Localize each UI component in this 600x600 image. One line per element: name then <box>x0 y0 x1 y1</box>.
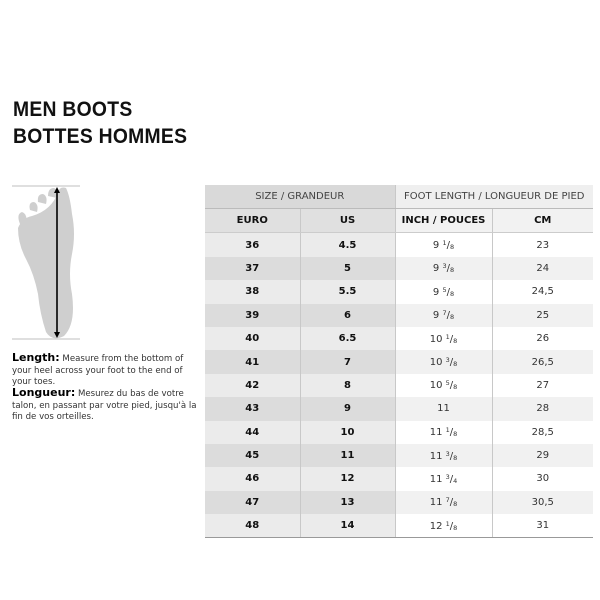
euro-size: 37 <box>205 256 301 281</box>
us-size: 8 <box>300 373 396 398</box>
inch-length: 11 1/8 <box>395 420 493 444</box>
inch-length: 11 3/8 <box>395 443 493 468</box>
euro-size: 36 <box>205 232 301 257</box>
euro-size: 38 <box>205 280 301 304</box>
inch-length: 10 5/8 <box>395 373 493 398</box>
inch-length: 9 3/8 <box>395 256 493 281</box>
cm-length: 27 <box>492 373 593 398</box>
table-row: 47 13 11 7/8 30,5 <box>205 490 593 515</box>
euro-size: 40 <box>205 326 301 351</box>
euro-size: 42 <box>205 373 301 398</box>
euro-size: 44 <box>205 420 301 444</box>
cm-length: 26 <box>492 326 593 351</box>
column-header-row: EURO US INCH / POUCES CM <box>205 208 593 234</box>
us-size: 13 <box>300 490 396 515</box>
column-header-us: US <box>300 208 396 234</box>
size-group-header: SIZE / GRANDEUR <box>205 185 396 209</box>
table-row: 42 8 10 5/8 27 <box>205 373 593 398</box>
table-row: 36 4.5 9 1/8 23 <box>205 232 593 257</box>
cm-length: 28,5 <box>492 420 593 444</box>
us-size: 6 <box>300 303 396 327</box>
size-chart-table: SIZE / GRANDEUR FOOT LENGTH / LONGUEUR D… <box>205 185 593 539</box>
us-size: 7 <box>300 350 396 374</box>
cm-length: 29 <box>492 443 593 468</box>
cm-length: 28 <box>492 397 593 421</box>
foot-length-group-header: FOOT LENGTH / LONGUEUR DE PIED <box>395 185 593 209</box>
table-row: 39 6 9 7/8 25 <box>205 303 593 327</box>
cm-length: 26,5 <box>492 350 593 374</box>
cm-length: 25 <box>492 303 593 327</box>
inch-length: 9 1/8 <box>395 232 493 257</box>
euro-size: 43 <box>205 397 301 421</box>
table-row: 44 10 11 1/8 28,5 <box>205 420 593 444</box>
us-size: 14 <box>300 514 396 539</box>
inch-length: 10 1/8 <box>395 326 493 351</box>
cm-length: 24 <box>492 256 593 281</box>
page-title: MEN BOOTS BOTTES HOMMES <box>13 96 187 150</box>
table-row: 41 7 10 3/8 26,5 <box>205 350 593 374</box>
euro-size: 45 <box>205 443 301 468</box>
cm-length: 30 <box>492 467 593 491</box>
euro-size: 48 <box>205 514 301 539</box>
inch-length: 11 <box>395 397 493 421</box>
foot-measure-icon <box>12 185 80 340</box>
inch-length: 11 7/8 <box>395 490 493 515</box>
euro-size: 46 <box>205 467 301 491</box>
cm-length: 24,5 <box>492 280 593 304</box>
table-row: 43 9 11 28 <box>205 397 593 421</box>
length-instruction-en: Length: Measure from the bottom of your … <box>12 351 184 387</box>
length-instruction-fr: Longueur: Mesurez du bas de votre talon,… <box>12 386 197 422</box>
us-size: 5 <box>300 256 396 281</box>
table-row: 40 6.5 10 1/8 26 <box>205 326 593 351</box>
table-row: 48 14 12 1/8 31 <box>205 514 593 539</box>
cm-length: 31 <box>492 514 593 539</box>
us-size: 12 <box>300 467 396 491</box>
column-header-euro: EURO <box>205 208 301 234</box>
table-row: 46 12 11 3/4 30 <box>205 467 593 491</box>
group-header-row: SIZE / GRANDEUR FOOT LENGTH / LONGUEUR D… <box>205 185 593 209</box>
inch-length: 12 1/8 <box>395 514 493 539</box>
title-english: MEN BOOTS <box>13 98 133 121</box>
inch-length: 9 5/8 <box>395 280 493 304</box>
us-size: 5.5 <box>300 280 396 304</box>
us-size: 10 <box>300 420 396 444</box>
column-header-inch: INCH / POUCES <box>395 208 493 234</box>
cm-length: 30,5 <box>492 490 593 515</box>
us-size: 6.5 <box>300 326 396 351</box>
us-size: 4.5 <box>300 232 396 257</box>
table-row: 38 5.5 9 5/8 24,5 <box>205 280 593 304</box>
euro-size: 41 <box>205 350 301 374</box>
euro-size: 39 <box>205 303 301 327</box>
inch-length: 11 3/4 <box>395 467 493 491</box>
us-size: 11 <box>300 443 396 468</box>
table-row: 37 5 9 3/8 24 <box>205 256 593 281</box>
inch-length: 10 3/8 <box>395 350 493 374</box>
title-french: BOTTES HOMMES <box>13 125 188 148</box>
column-header-cm: CM <box>492 208 593 234</box>
euro-size: 47 <box>205 490 301 515</box>
us-size: 9 <box>300 397 396 421</box>
cm-length: 23 <box>492 232 593 257</box>
table-row: 45 11 11 3/8 29 <box>205 443 593 468</box>
inch-length: 9 7/8 <box>395 303 493 327</box>
